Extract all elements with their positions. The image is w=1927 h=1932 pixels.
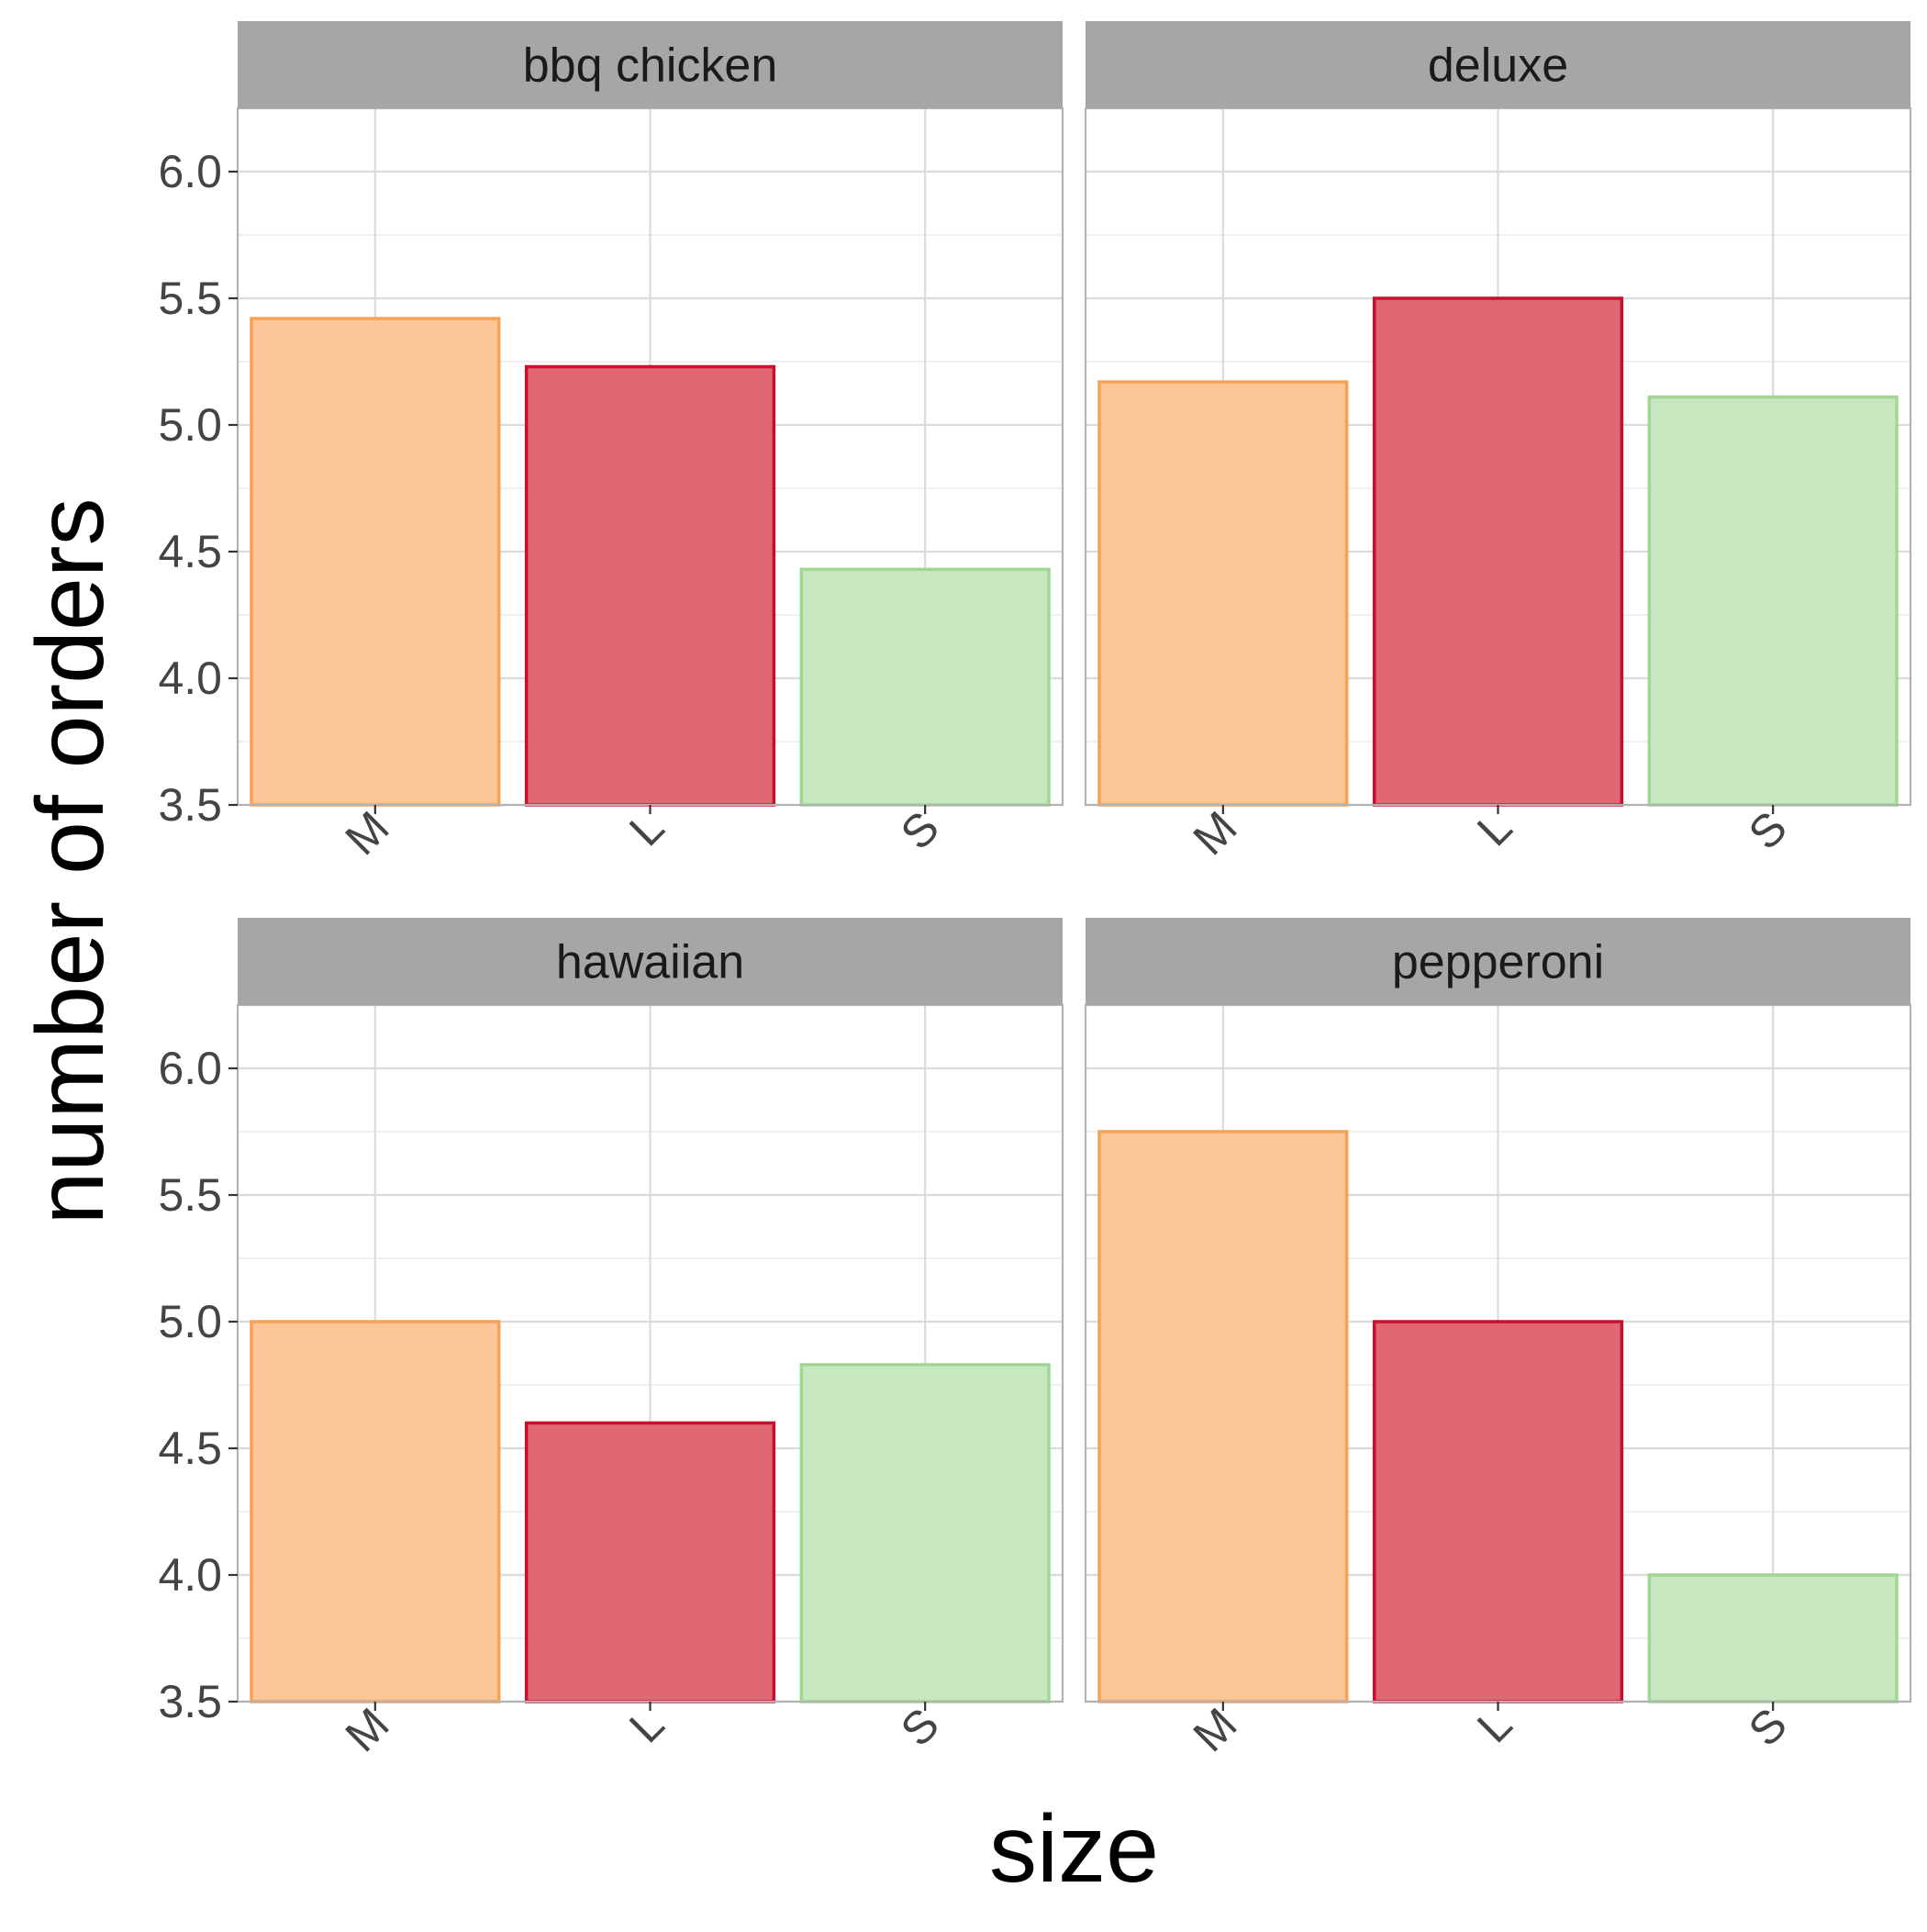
x-tick-label: S [891,1698,949,1756]
facet-strip-label: deluxe [1428,39,1568,93]
facet-strip [1086,918,1910,1005]
x-tick-label: M [336,1698,399,1761]
y-tick-label: 5.5 [158,273,222,324]
y-tick-label: 4.5 [158,526,222,577]
y-tick-label: 4.5 [158,1423,222,1474]
y-tick-label: 5.0 [158,399,222,451]
bar-L [1372,1320,1624,1703]
bar-S [1647,1573,1899,1703]
facet-strip [238,918,1063,1005]
x-axis-title: size [989,1796,1159,1903]
bar-S [799,567,1051,807]
facet-strip [1086,21,1910,108]
x-tick-label: S [1739,801,1797,859]
x-tick-label: S [891,801,949,859]
y-tick-label: 6.0 [158,1043,222,1094]
bar-M [250,1320,501,1703]
bar-L [1372,296,1624,807]
facet-strip-label: pepperoni [1392,936,1604,989]
y-tick-label: 3.5 [158,779,222,831]
bar-M [250,317,501,807]
facet-strip [238,21,1063,108]
bar-M [1097,1130,1349,1703]
x-tick-label: S [1739,1698,1797,1756]
y-tick-label: 4.0 [158,1549,222,1601]
x-tick-label: L [1467,1698,1521,1752]
x-tick-label: L [619,801,674,855]
y-tick-label: 4.0 [158,653,222,704]
x-tick-label: M [336,801,399,865]
y-tick-label: 5.0 [158,1296,222,1347]
y-axis-title: number of orders [17,498,124,1225]
x-tick-label: M [1184,1698,1247,1761]
y-tick-label: 3.5 [158,1676,222,1727]
bar-S [799,1363,1051,1703]
bar-L [524,1421,776,1703]
bar-M [1097,380,1349,807]
facet-strip-label: bbq chicken [523,39,778,93]
facet-strip-label: hawaiian [556,936,744,989]
x-tick-label: L [1467,801,1521,855]
x-tick-label: L [619,1698,674,1752]
x-tick-label: M [1184,801,1247,865]
y-tick-label: 6.0 [158,146,222,197]
bar-L [524,364,776,807]
y-tick-label: 5.5 [158,1169,222,1221]
bar-S [1647,395,1899,807]
